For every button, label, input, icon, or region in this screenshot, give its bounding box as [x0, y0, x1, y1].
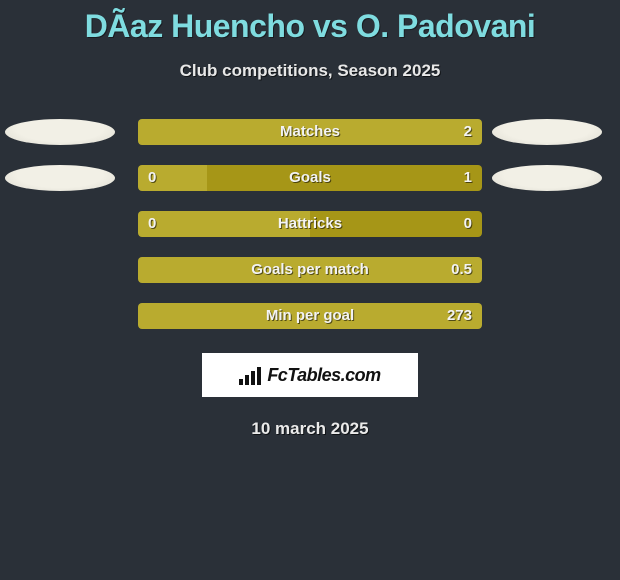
stat-row: Matches2 — [0, 119, 620, 145]
stat-bar-right — [310, 211, 482, 237]
stat-bar-right — [138, 119, 482, 145]
stat-bar: Goals01 — [138, 165, 482, 191]
stat-bar: Hattricks00 — [138, 211, 482, 237]
stat-row: Min per goal273 — [0, 303, 620, 329]
logo-text: FcTables.com — [267, 365, 380, 386]
stat-row: Hattricks00 — [0, 211, 620, 237]
date-text: 10 march 2025 — [0, 419, 620, 439]
stat-bar-right — [138, 303, 482, 329]
stat-bar: Matches2 — [138, 119, 482, 145]
stat-bar: Min per goal273 — [138, 303, 482, 329]
stat-bar-left — [138, 165, 207, 191]
page-title: DÃ­az Huencho vs O. Padovani — [0, 0, 620, 45]
stat-row: Goals01 — [0, 165, 620, 191]
stat-bar-right — [207, 165, 482, 191]
stat-row: Goals per match0.5 — [0, 257, 620, 283]
page-subtitle: Club competitions, Season 2025 — [0, 61, 620, 81]
logo-box: FcTables.com — [202, 353, 418, 397]
right-player-ellipse — [492, 165, 602, 191]
bar-chart-icon — [239, 365, 261, 385]
stat-bar-left — [138, 211, 310, 237]
stat-bar: Goals per match0.5 — [138, 257, 482, 283]
left-player-ellipse — [5, 119, 115, 145]
stat-bar-right — [138, 257, 482, 283]
left-player-ellipse — [5, 165, 115, 191]
stats-container: Matches2 Goals01 Hattricks00 Goals per matc… — [0, 119, 620, 329]
right-player-ellipse — [492, 119, 602, 145]
